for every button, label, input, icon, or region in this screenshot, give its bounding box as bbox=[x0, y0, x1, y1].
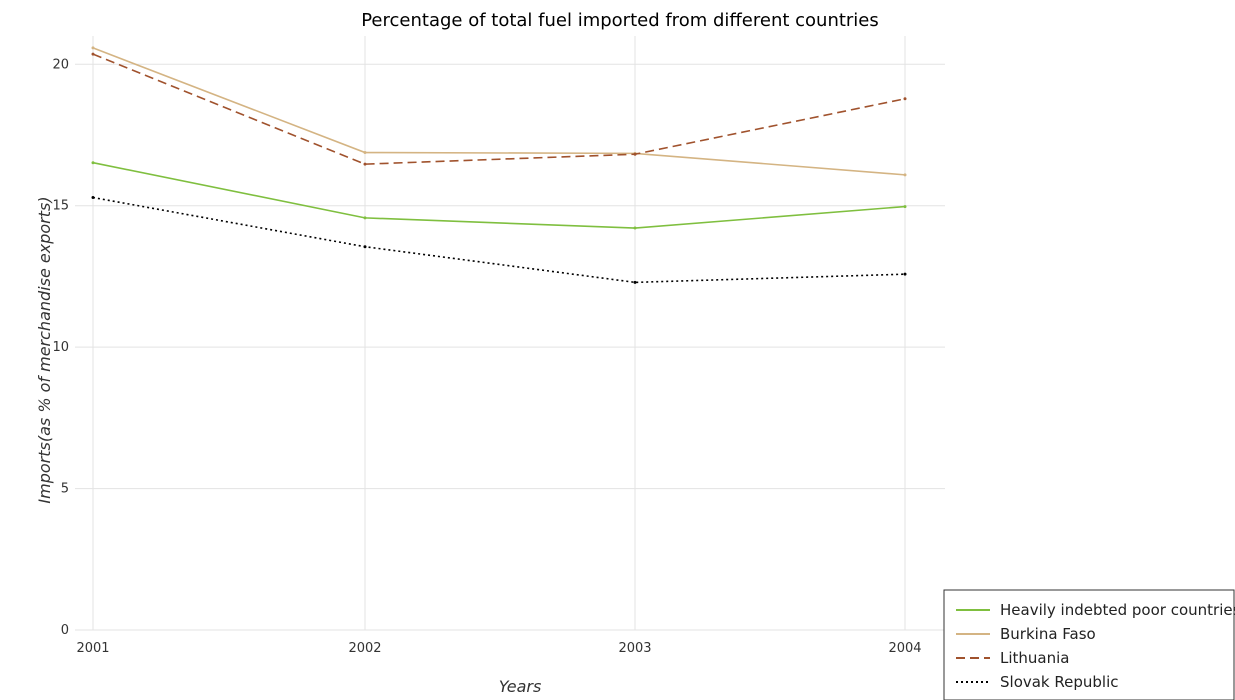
series-line bbox=[92, 53, 906, 165]
data-point bbox=[363, 162, 367, 166]
y-tick-label: 0 bbox=[61, 623, 69, 638]
data-point bbox=[633, 152, 637, 156]
x-axis-label: Years bbox=[499, 677, 542, 696]
legend-label: Burkina Faso bbox=[1000, 625, 1096, 643]
legend-label: Lithuania bbox=[1000, 649, 1069, 667]
series-lines bbox=[91, 46, 907, 284]
data-point bbox=[363, 245, 367, 249]
x-tick-label: 2001 bbox=[76, 641, 109, 656]
data-point bbox=[91, 46, 95, 50]
legend-label: Heavily indebted poor countries bbox=[1000, 601, 1235, 619]
x-tick-label: 2003 bbox=[618, 641, 651, 656]
data-point bbox=[363, 216, 367, 220]
data-point bbox=[903, 97, 907, 101]
legend-box bbox=[943, 589, 1235, 700]
legend-label: Slovak Republic bbox=[1000, 673, 1119, 691]
y-tick-label: 5 bbox=[61, 482, 69, 497]
data-point bbox=[363, 151, 367, 155]
y-axis-label: Imports(as % of merchandise exports) bbox=[35, 196, 54, 503]
y-tick-label: 20 bbox=[52, 57, 69, 72]
data-point bbox=[903, 272, 907, 276]
chart-title: Percentage of total fuel imported from d… bbox=[361, 10, 879, 31]
series-line bbox=[92, 196, 906, 284]
data-point bbox=[903, 205, 907, 209]
data-point bbox=[91, 196, 95, 200]
axis-ticks: 2001 2002 2003 2004 0 5 10 15 20 bbox=[52, 57, 921, 656]
series-line bbox=[92, 161, 906, 229]
data-point bbox=[91, 52, 95, 56]
grid bbox=[75, 36, 945, 631]
y-tick-label: 15 bbox=[52, 199, 69, 214]
data-point bbox=[91, 161, 95, 165]
x-tick-label: 2004 bbox=[888, 641, 921, 656]
data-point bbox=[633, 280, 637, 284]
data-point bbox=[633, 226, 637, 230]
data-point bbox=[903, 173, 907, 177]
series-line bbox=[92, 47, 906, 176]
y-tick-label: 10 bbox=[52, 340, 69, 355]
x-tick-label: 2002 bbox=[348, 641, 381, 656]
legend: Heavily indebted poor countries Burkina F… bbox=[943, 589, 1235, 700]
